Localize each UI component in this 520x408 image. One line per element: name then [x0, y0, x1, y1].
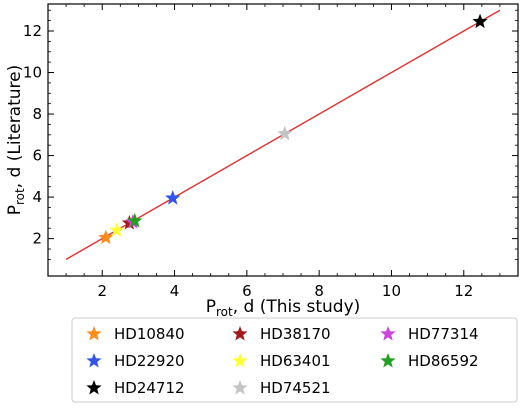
point-hd10840 [98, 229, 114, 245]
legend-marker-hd24712 [86, 380, 102, 395]
legend-marker-hd74521 [232, 380, 248, 395]
legend-marker-hd77314 [380, 326, 396, 341]
legend-label-hd38170: HD38170 [260, 325, 331, 343]
legend-label-hd10840: HD10840 [114, 325, 185, 343]
legend-marker-hd10840 [86, 326, 102, 341]
x-axis-label: Prot, d (This study) [206, 297, 361, 319]
y-tick-label: 8 [32, 105, 42, 123]
y-tick-label: 6 [32, 147, 42, 165]
y-tick-label: 2 [32, 230, 42, 248]
legend-marker-hd38170 [232, 326, 248, 341]
point-hd24712 [472, 13, 488, 29]
legend-box [71, 317, 518, 403]
x-tick-label: 6 [242, 282, 252, 300]
point-hd22920 [165, 190, 181, 205]
legend-label-hd22920: HD22920 [114, 352, 185, 370]
point-hd63401 [109, 222, 125, 237]
x-tick-label: 2 [97, 282, 107, 300]
point-hd74521 [277, 125, 293, 141]
x-tick-label: 10 [382, 282, 401, 300]
legend-label-hd86592: HD86592 [408, 352, 479, 370]
y-tick-label: 4 [32, 188, 42, 206]
legend: HD10840 HD22920 HD24712 HD38170 HD63401 HD745… [71, 317, 518, 403]
legend-label-hd24712: HD24712 [114, 379, 185, 397]
legend-marker-hd63401 [232, 353, 248, 368]
legend-label-hd63401: HD63401 [260, 352, 331, 370]
legend-marker-hd86592 [380, 353, 396, 368]
x-tick-label: 8 [314, 282, 324, 300]
legend-label-hd74521: HD74521 [260, 379, 331, 397]
legend-marker-hd22920 [86, 353, 102, 368]
y-tick-label: 12 [23, 22, 42, 40]
y-axis-label: Prot, d (Literature) [5, 65, 27, 216]
plot-frame [47, 3, 519, 277]
y-tick-label: 10 [23, 64, 42, 82]
point-hd86592 [127, 212, 143, 228]
plot-area: 2 4 6 8 10 12 2 4 6 8 10 12 Prot, d (This study) Prot… [5, 3, 519, 319]
legend-label-hd77314: HD77314 [408, 325, 479, 343]
x-tick-label: 4 [170, 282, 180, 300]
x-tick-label: 12 [454, 282, 473, 300]
